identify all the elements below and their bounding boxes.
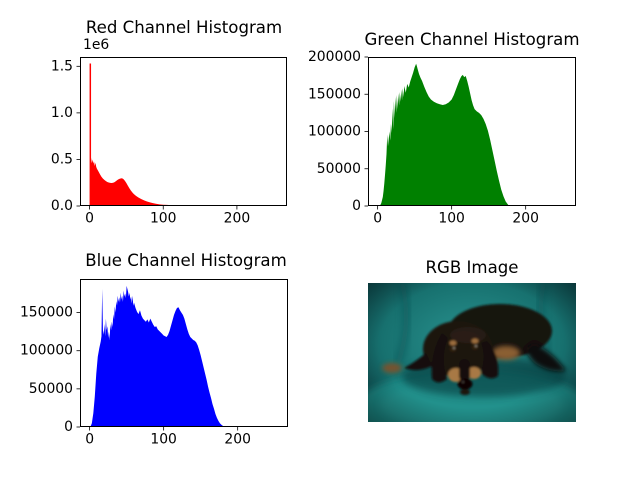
red-y-tick-label: 0.0: [51, 198, 73, 214]
green-y-tick-label: 100000: [308, 124, 361, 140]
vignette-overlay: [368, 283, 576, 422]
green-x-tick-label: 100: [438, 211, 465, 227]
rgb-image-photo: [368, 283, 576, 422]
blue-y-tick-label: 150000: [20, 305, 73, 321]
red-hist-title: Red Channel Histogram: [85, 18, 283, 37]
blue-x-tick-label: 100: [150, 432, 177, 448]
red-histogram-plot: 0 100 200 0.0 0.5 1.0 1.5: [51, 57, 287, 227]
blue-y-tick-label: 0: [64, 419, 73, 435]
red-y-tick-label: 1.5: [51, 58, 73, 74]
green-y-tick-label: 50000: [317, 161, 361, 177]
red-histogram-bars: [89, 63, 190, 206]
blue-y-tick-label: 50000: [29, 381, 73, 397]
rgb-image-title: RGB Image: [425, 258, 519, 277]
red-axes-frame: [80, 57, 287, 206]
green-x-tick-label: 0: [373, 211, 382, 227]
green-y-tick-label: 200000: [308, 49, 361, 65]
green-histogram-plot: 0 100 200 0 50000 100000 150000 200000: [308, 49, 576, 227]
red-y-tick-label: 0.5: [51, 151, 73, 167]
blue-histogram-bars: [90, 285, 225, 427]
blue-histogram-plot: 0 100 200 0 50000 100000 150000: [20, 279, 288, 448]
green-y-tick-label: 150000: [308, 86, 361, 102]
red-x-tick-label: 0: [85, 211, 94, 227]
blue-axes-frame: [80, 279, 288, 427]
red-y-tick-label: 1.0: [51, 105, 73, 121]
blue-x-tick-label: 0: [85, 432, 94, 448]
green-axes-frame: [368, 57, 576, 206]
blue-x-tick-label: 200: [224, 432, 251, 448]
green-hist-title: Green Channel Histogram: [364, 30, 580, 49]
green-y-tick-label: 0: [352, 198, 361, 214]
red-x-tick-label: 100: [150, 211, 177, 227]
green-x-tick-label: 200: [512, 211, 539, 227]
green-histogram-bars: [379, 63, 510, 207]
red-x-tick-label: 200: [224, 211, 251, 227]
blue-hist-title: Blue Channel Histogram: [85, 251, 287, 270]
blue-y-tick-label: 100000: [20, 343, 73, 359]
red-y-axis-offset-label: 1e6: [83, 37, 110, 53]
